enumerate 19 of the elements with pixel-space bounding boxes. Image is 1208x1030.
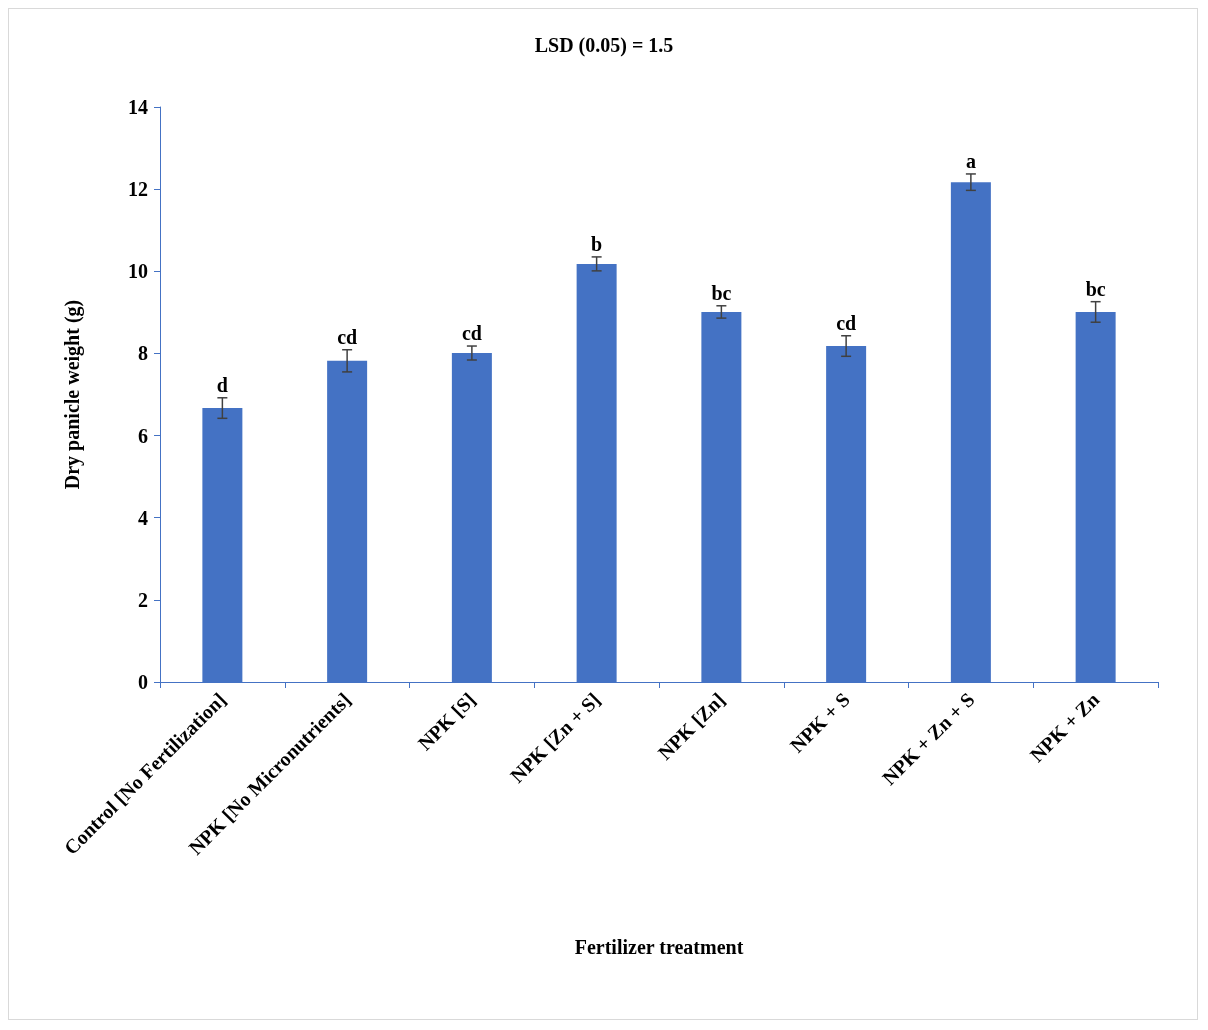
annotation: cd [836,311,857,334]
annotation: d [216,373,228,396]
annotation: cd [461,322,482,345]
y-tick-label: 8 [138,342,148,365]
x-axis-title: Fertilizer treatment [574,936,744,958]
y-tick-label: 6 [138,424,148,447]
annotation: bc [711,281,732,304]
y-tick-label: 10 [128,260,148,283]
annotation: bc [1085,277,1106,300]
annotation: cd [337,325,358,348]
chart-title: LSD (0.05) = 1.5 [534,34,674,57]
annotation: b [591,232,603,255]
y-tick-label: 0 [138,671,148,693]
y-tick-label: 12 [128,178,148,201]
y-tick-label: 2 [138,588,148,611]
y-axis-title: Dry panicle weight (g) [61,299,84,490]
y-tick-label: 4 [138,506,148,529]
y-tick-label: 14 [128,96,148,118]
annotation: a [965,149,976,172]
